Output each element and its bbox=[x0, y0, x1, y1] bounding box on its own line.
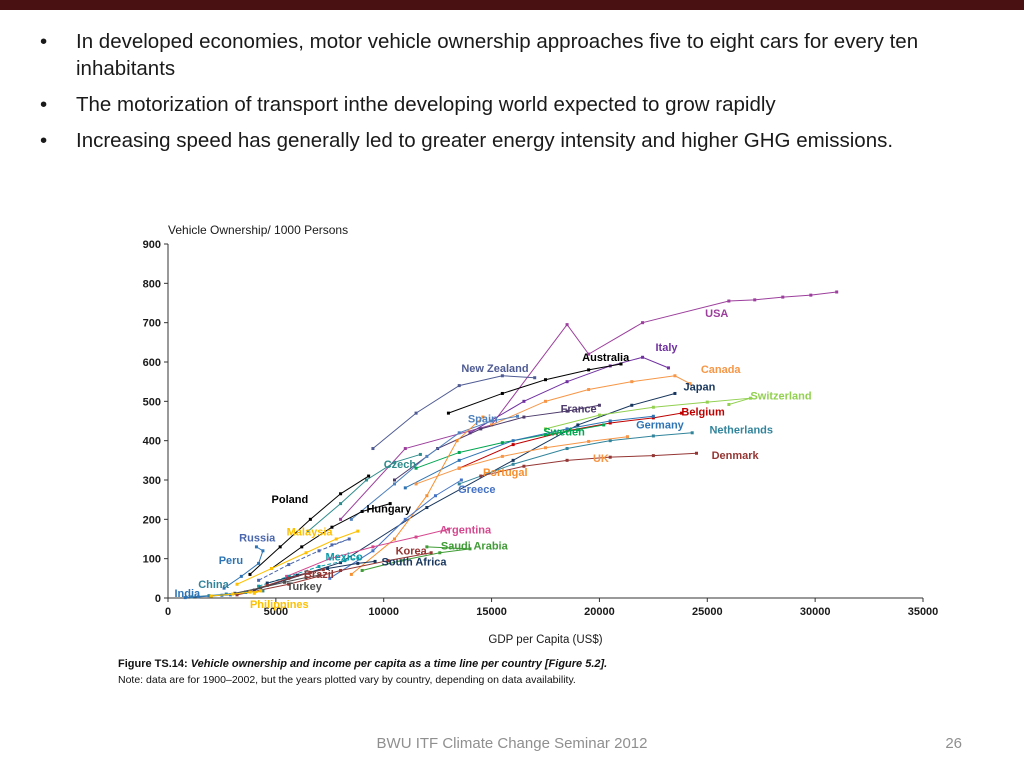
svg-text:Czech: Czech bbox=[384, 459, 417, 471]
svg-text:5000: 5000 bbox=[264, 606, 288, 618]
svg-text:300: 300 bbox=[143, 475, 161, 487]
svg-text:35000: 35000 bbox=[908, 606, 938, 618]
svg-text:900: 900 bbox=[143, 239, 161, 251]
svg-text:China: China bbox=[198, 579, 229, 591]
bullet-list: In developed economies, motor vehicle ow… bbox=[34, 28, 990, 163]
svg-text:30000: 30000 bbox=[800, 606, 831, 618]
svg-text:700: 700 bbox=[143, 318, 161, 330]
bullet-text: The motorization of transport inthe deve… bbox=[76, 93, 776, 117]
svg-text:Malaysia: Malaysia bbox=[287, 526, 334, 538]
svg-text:Germany: Germany bbox=[636, 419, 685, 431]
svg-text:500: 500 bbox=[143, 396, 161, 408]
svg-text:USA: USA bbox=[705, 308, 728, 320]
svg-text:Brazil: Brazil bbox=[304, 569, 334, 581]
bullet-text: In developed economies, motor vehicle ow… bbox=[76, 30, 919, 81]
svg-text:Korea: Korea bbox=[396, 546, 428, 558]
figure-caption: Figure TS.14: Vehicle ownership and inco… bbox=[118, 658, 948, 670]
svg-text:20000: 20000 bbox=[584, 606, 615, 618]
svg-text:Mexico: Mexico bbox=[325, 552, 363, 564]
bullet-text: Increasing speed has generally led to gr… bbox=[76, 129, 894, 153]
svg-text:Peru: Peru bbox=[219, 555, 243, 567]
slide-footer: BWU ITF Climate Change Seminar 2012 26 bbox=[0, 735, 1024, 752]
svg-text:200: 200 bbox=[143, 514, 161, 526]
svg-text:10000: 10000 bbox=[368, 606, 399, 618]
svg-text:Philippines: Philippines bbox=[250, 599, 309, 611]
figure-ts14: 0 100 200 300 400 500 600 700 800 900 0 5000 10000 15… bbox=[118, 220, 948, 686]
figure-note: Note: data are for 1900–2002, but the ye… bbox=[118, 674, 576, 686]
vehicle-ownership-chart: 0 100 200 300 400 500 600 700 800 900 0 5000 10000 15… bbox=[143, 223, 938, 646]
svg-text:0: 0 bbox=[155, 593, 161, 605]
svg-text:15000: 15000 bbox=[476, 606, 507, 618]
bullet-item: Increasing speed has generally led to gr… bbox=[34, 127, 990, 154]
svg-text:Vehicle Ownership/ 1000 Person: Vehicle Ownership/ 1000 Persons bbox=[168, 223, 348, 237]
svg-text:Russia: Russia bbox=[239, 532, 276, 544]
svg-text:Netherlands: Netherlands bbox=[709, 425, 773, 437]
svg-text:UK: UK bbox=[593, 453, 609, 465]
svg-text:Portugal: Portugal bbox=[483, 467, 528, 479]
svg-text:Italy: Italy bbox=[656, 342, 679, 354]
bullet-item: The motorization of transport inthe deve… bbox=[34, 91, 990, 118]
svg-text:New Zealand: New Zealand bbox=[461, 363, 528, 375]
svg-text:0: 0 bbox=[165, 606, 171, 618]
svg-text:Canada: Canada bbox=[701, 364, 742, 376]
figure-caption-label: Figure TS.14: bbox=[118, 658, 188, 670]
bullet-item: In developed economies, motor vehicle ow… bbox=[34, 28, 990, 82]
svg-text:GDP per Capita (US$): GDP per Capita (US$) bbox=[488, 634, 602, 646]
top-accent-bar bbox=[0, 0, 1024, 10]
figure-caption-text: Vehicle ownership and income per capita … bbox=[187, 658, 608, 670]
svg-text:Japan: Japan bbox=[684, 381, 716, 393]
svg-text:Belgium: Belgium bbox=[681, 406, 725, 418]
svg-text:Sweden: Sweden bbox=[543, 427, 585, 439]
svg-text:Turkey: Turkey bbox=[287, 581, 323, 593]
svg-text:Spain: Spain bbox=[468, 414, 498, 426]
footer-title: BWU ITF Climate Change Seminar 2012 bbox=[376, 735, 648, 752]
svg-text:France: France bbox=[561, 403, 597, 415]
svg-text:25000: 25000 bbox=[692, 606, 723, 618]
svg-text:400: 400 bbox=[143, 436, 161, 448]
svg-text:Hungary: Hungary bbox=[366, 503, 412, 515]
svg-text:Saudi Arabia: Saudi Arabia bbox=[441, 541, 509, 553]
svg-text:Australia: Australia bbox=[582, 352, 630, 364]
svg-text:Argentina: Argentina bbox=[440, 524, 492, 536]
svg-text:Switzerland: Switzerland bbox=[750, 390, 811, 402]
svg-text:100: 100 bbox=[143, 554, 161, 566]
svg-text:Poland: Poland bbox=[272, 494, 309, 506]
svg-text:Denmark: Denmark bbox=[712, 450, 760, 462]
svg-text:800: 800 bbox=[143, 278, 161, 290]
page-number: 26 bbox=[945, 735, 962, 752]
svg-text:600: 600 bbox=[143, 357, 161, 369]
svg-text:Greece: Greece bbox=[458, 484, 495, 496]
svg-text:South Africa: South Africa bbox=[382, 557, 448, 569]
svg-text:India: India bbox=[174, 588, 201, 600]
